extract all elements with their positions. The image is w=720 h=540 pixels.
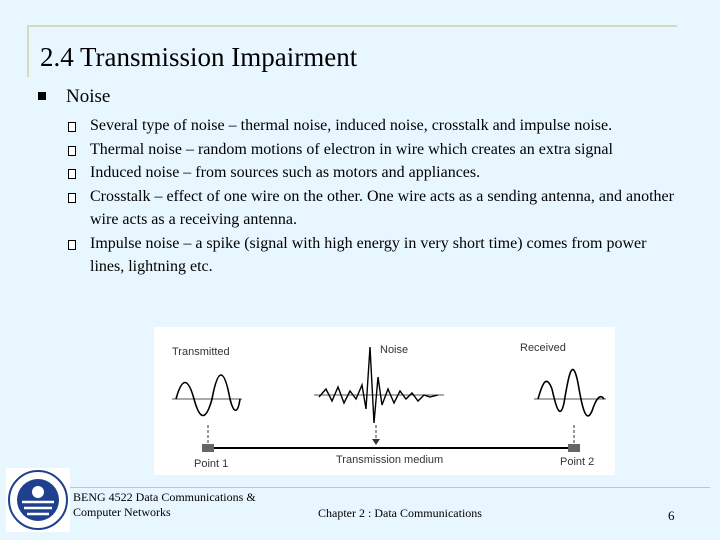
label-noise: Noise	[380, 344, 408, 356]
noise-diagram: Transmitted Noise Received Point 1 Trans…	[172, 342, 606, 470]
box-bullet-icon	[68, 145, 76, 156]
subbullet-item: Several type of noise – thermal noise, i…	[66, 114, 678, 138]
bullet-noise: Noise	[38, 86, 110, 108]
bullet-noise-label: Noise	[66, 86, 111, 107]
title-frame-left	[27, 25, 29, 77]
subbullet-item: Thermal noise – random motions of electr…	[66, 138, 678, 162]
label-received: Received	[520, 342, 566, 354]
subbullet-text: Several type of noise – thermal noise, i…	[90, 117, 613, 134]
box-bullet-icon	[68, 239, 76, 250]
subbullet-item: Impulse noise – a spike (signal with hig…	[66, 232, 678, 279]
received-wave	[537, 368, 605, 417]
label-medium: Transmission medium	[336, 454, 443, 466]
title-frame-top	[27, 25, 677, 27]
subbullet-list: Several type of noise – thermal noise, i…	[66, 114, 678, 279]
noise-arrowhead	[372, 439, 380, 445]
slide-title: 2.4 Transmission Impairment	[40, 42, 358, 72]
square-bullet-icon	[38, 92, 46, 100]
subbullet-item: Crosstalk – effect of one wire on the ot…	[66, 185, 678, 232]
footer-chapter: Chapter 2 : Data Communications	[318, 506, 482, 520]
subbullet-text: Impulse noise – a spike (signal with hig…	[90, 234, 647, 276]
box-bullet-icon	[68, 169, 76, 179]
noise-wave	[318, 346, 439, 424]
subbullet-text: Crosstalk – effect of one wire on the ot…	[90, 187, 674, 229]
subbullet-text: Induced noise – from sources such as mot…	[90, 164, 481, 181]
label-point2: Point 2	[560, 456, 594, 468]
subbullet-text: Thermal noise – random motions of electr…	[90, 140, 613, 158]
point2-node	[568, 444, 580, 452]
noise-figure: Transmitted Noise Received Point 1 Trans…	[154, 327, 615, 475]
university-seal-icon	[6, 468, 70, 532]
box-bullet-icon	[68, 122, 76, 132]
transmitted-wave	[175, 374, 241, 417]
footer-rule	[70, 487, 710, 488]
label-transmitted: Transmitted	[172, 346, 230, 358]
point1-node	[202, 444, 214, 452]
label-point1: Point 1	[194, 458, 228, 470]
footer-course: BENG 4522 Data Communications & Computer…	[73, 490, 256, 519]
box-bullet-icon	[68, 192, 76, 203]
subbullet-item: Induced noise – from sources such as mot…	[66, 161, 678, 185]
page-number: 6	[668, 508, 675, 523]
